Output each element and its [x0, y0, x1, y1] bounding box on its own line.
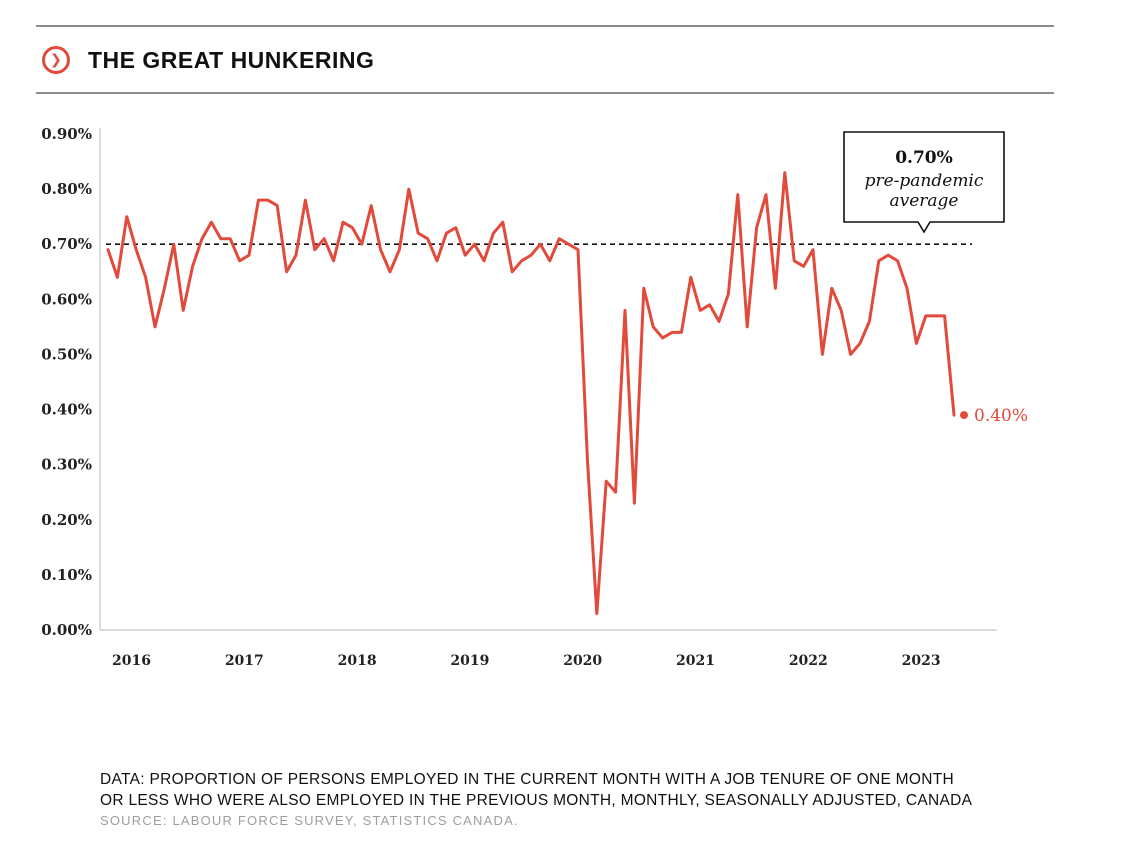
x-tick-label: 2020 [563, 653, 602, 669]
chart-header: ❯ THE GREAT HUNKERING [42, 42, 374, 78]
y-tick-label: 0.50% [41, 345, 92, 363]
annotation-box [843, 131, 1005, 234]
annotation-line-2: average [889, 191, 958, 211]
data-note-line-2: OR LESS WHO WERE ALSO EMPLOYED IN THE PR… [100, 792, 973, 809]
x-tick-label: 2023 [902, 653, 941, 669]
y-tick-label: 0.30% [41, 456, 92, 474]
y-tick-label: 0.80% [41, 180, 92, 198]
end-value-label: 0.40% [974, 406, 1028, 426]
annotation-value: 0.70% [895, 148, 953, 168]
x-tick-label: 2016 [112, 653, 151, 669]
annotation-line-1: pre-pandemic [865, 171, 984, 191]
y-tick-label: 0.20% [41, 511, 92, 529]
top-rule [36, 25, 1054, 27]
x-tick-label: 2019 [450, 653, 489, 669]
x-tick-label: 2017 [225, 653, 264, 669]
chevron-right-icon: ❯ [42, 46, 70, 74]
chart-title: THE GREAT HUNKERING [88, 46, 375, 73]
series-layer [106, 171, 968, 615]
x-axis: 2016 2017 2018 2019 2020 2021 2022 2023 [100, 629, 997, 669]
y-tick-label: 0.90% [41, 125, 92, 143]
header-rule [36, 92, 1054, 94]
chart-footer: DATA: PROPORTION OF PERSONS EMPLOYED IN … [100, 769, 972, 828]
y-tick-label: 0.70% [41, 235, 92, 253]
end-point [960, 411, 968, 420]
line-chart: 0.00% 0.10% 0.20% 0.30% 0.40% 0.50% 0.60% 0.70%… [41, 125, 1028, 669]
y-axis: 0.00% 0.10% 0.20% 0.30% 0.40% 0.50% 0.60% 0.70%… [41, 125, 101, 639]
series-line [106, 171, 956, 615]
x-tick-label: 2021 [676, 653, 715, 669]
x-tick-label: 2018 [338, 653, 377, 669]
x-tick-label: 2022 [789, 653, 828, 669]
annotation-callout: 0.70% pre-pandemic average [843, 131, 1005, 234]
y-tick-label: 0.60% [41, 290, 92, 308]
data-note-line-1: DATA: PROPORTION OF PERSONS EMPLOYED IN … [100, 771, 955, 788]
source-note: SOURCE: LABOUR FORCE SURVEY, STATISTICS … [100, 813, 519, 828]
y-tick-label: 0.40% [41, 401, 92, 419]
y-tick-label: 0.00% [41, 621, 92, 639]
y-tick-label: 0.10% [41, 566, 92, 584]
